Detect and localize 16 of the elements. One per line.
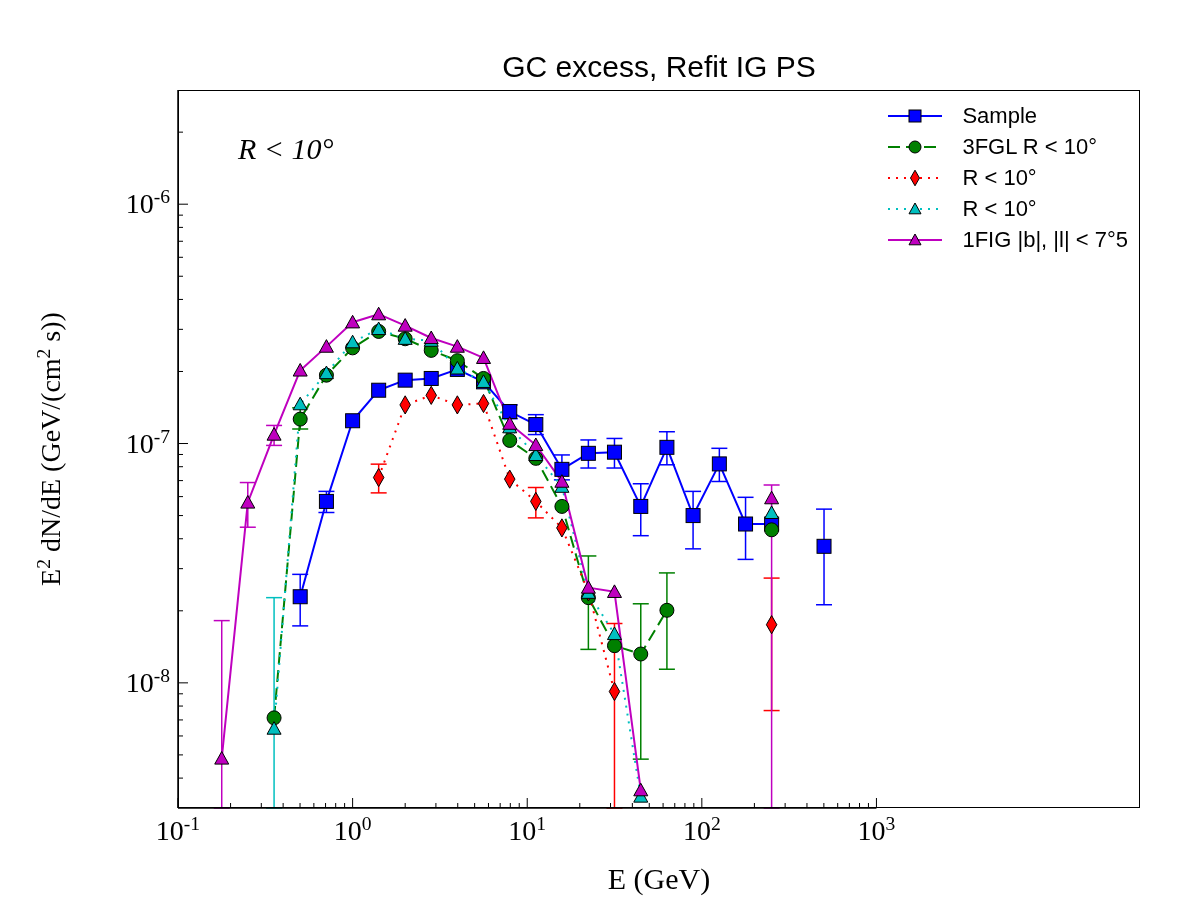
x-tick-label: 10$^{3}$ xyxy=(857,812,896,846)
annotation: R < 10° xyxy=(238,132,334,166)
y-tick-label: 10$^{-6}$ xyxy=(125,185,171,220)
legend-label: 1FIG |b|, |l| < 7°5 xyxy=(962,226,1128,253)
x-tick-label: 10$^{1}$ xyxy=(508,812,547,846)
legend-label: R < 10° xyxy=(962,195,1037,222)
x-tick-label: 10$^{0}$ xyxy=(333,812,372,846)
y-tick-label: 10$^{-7}$ xyxy=(125,425,171,459)
chart-title: GC excess, Refit IG PS xyxy=(501,50,817,84)
x-tick-label: 10$^{-1}$ xyxy=(155,812,201,846)
x-tick-label: 10$^{2}$ xyxy=(682,812,721,846)
legend-label: R < 10° xyxy=(962,164,1037,191)
legend-label: 3FGL R < 10° xyxy=(962,133,1097,160)
x-axis-title: E (GeV) xyxy=(606,862,712,896)
y-tick-label: 10$^{-8}$ xyxy=(125,664,171,698)
legend-label: Sample xyxy=(962,102,1038,129)
